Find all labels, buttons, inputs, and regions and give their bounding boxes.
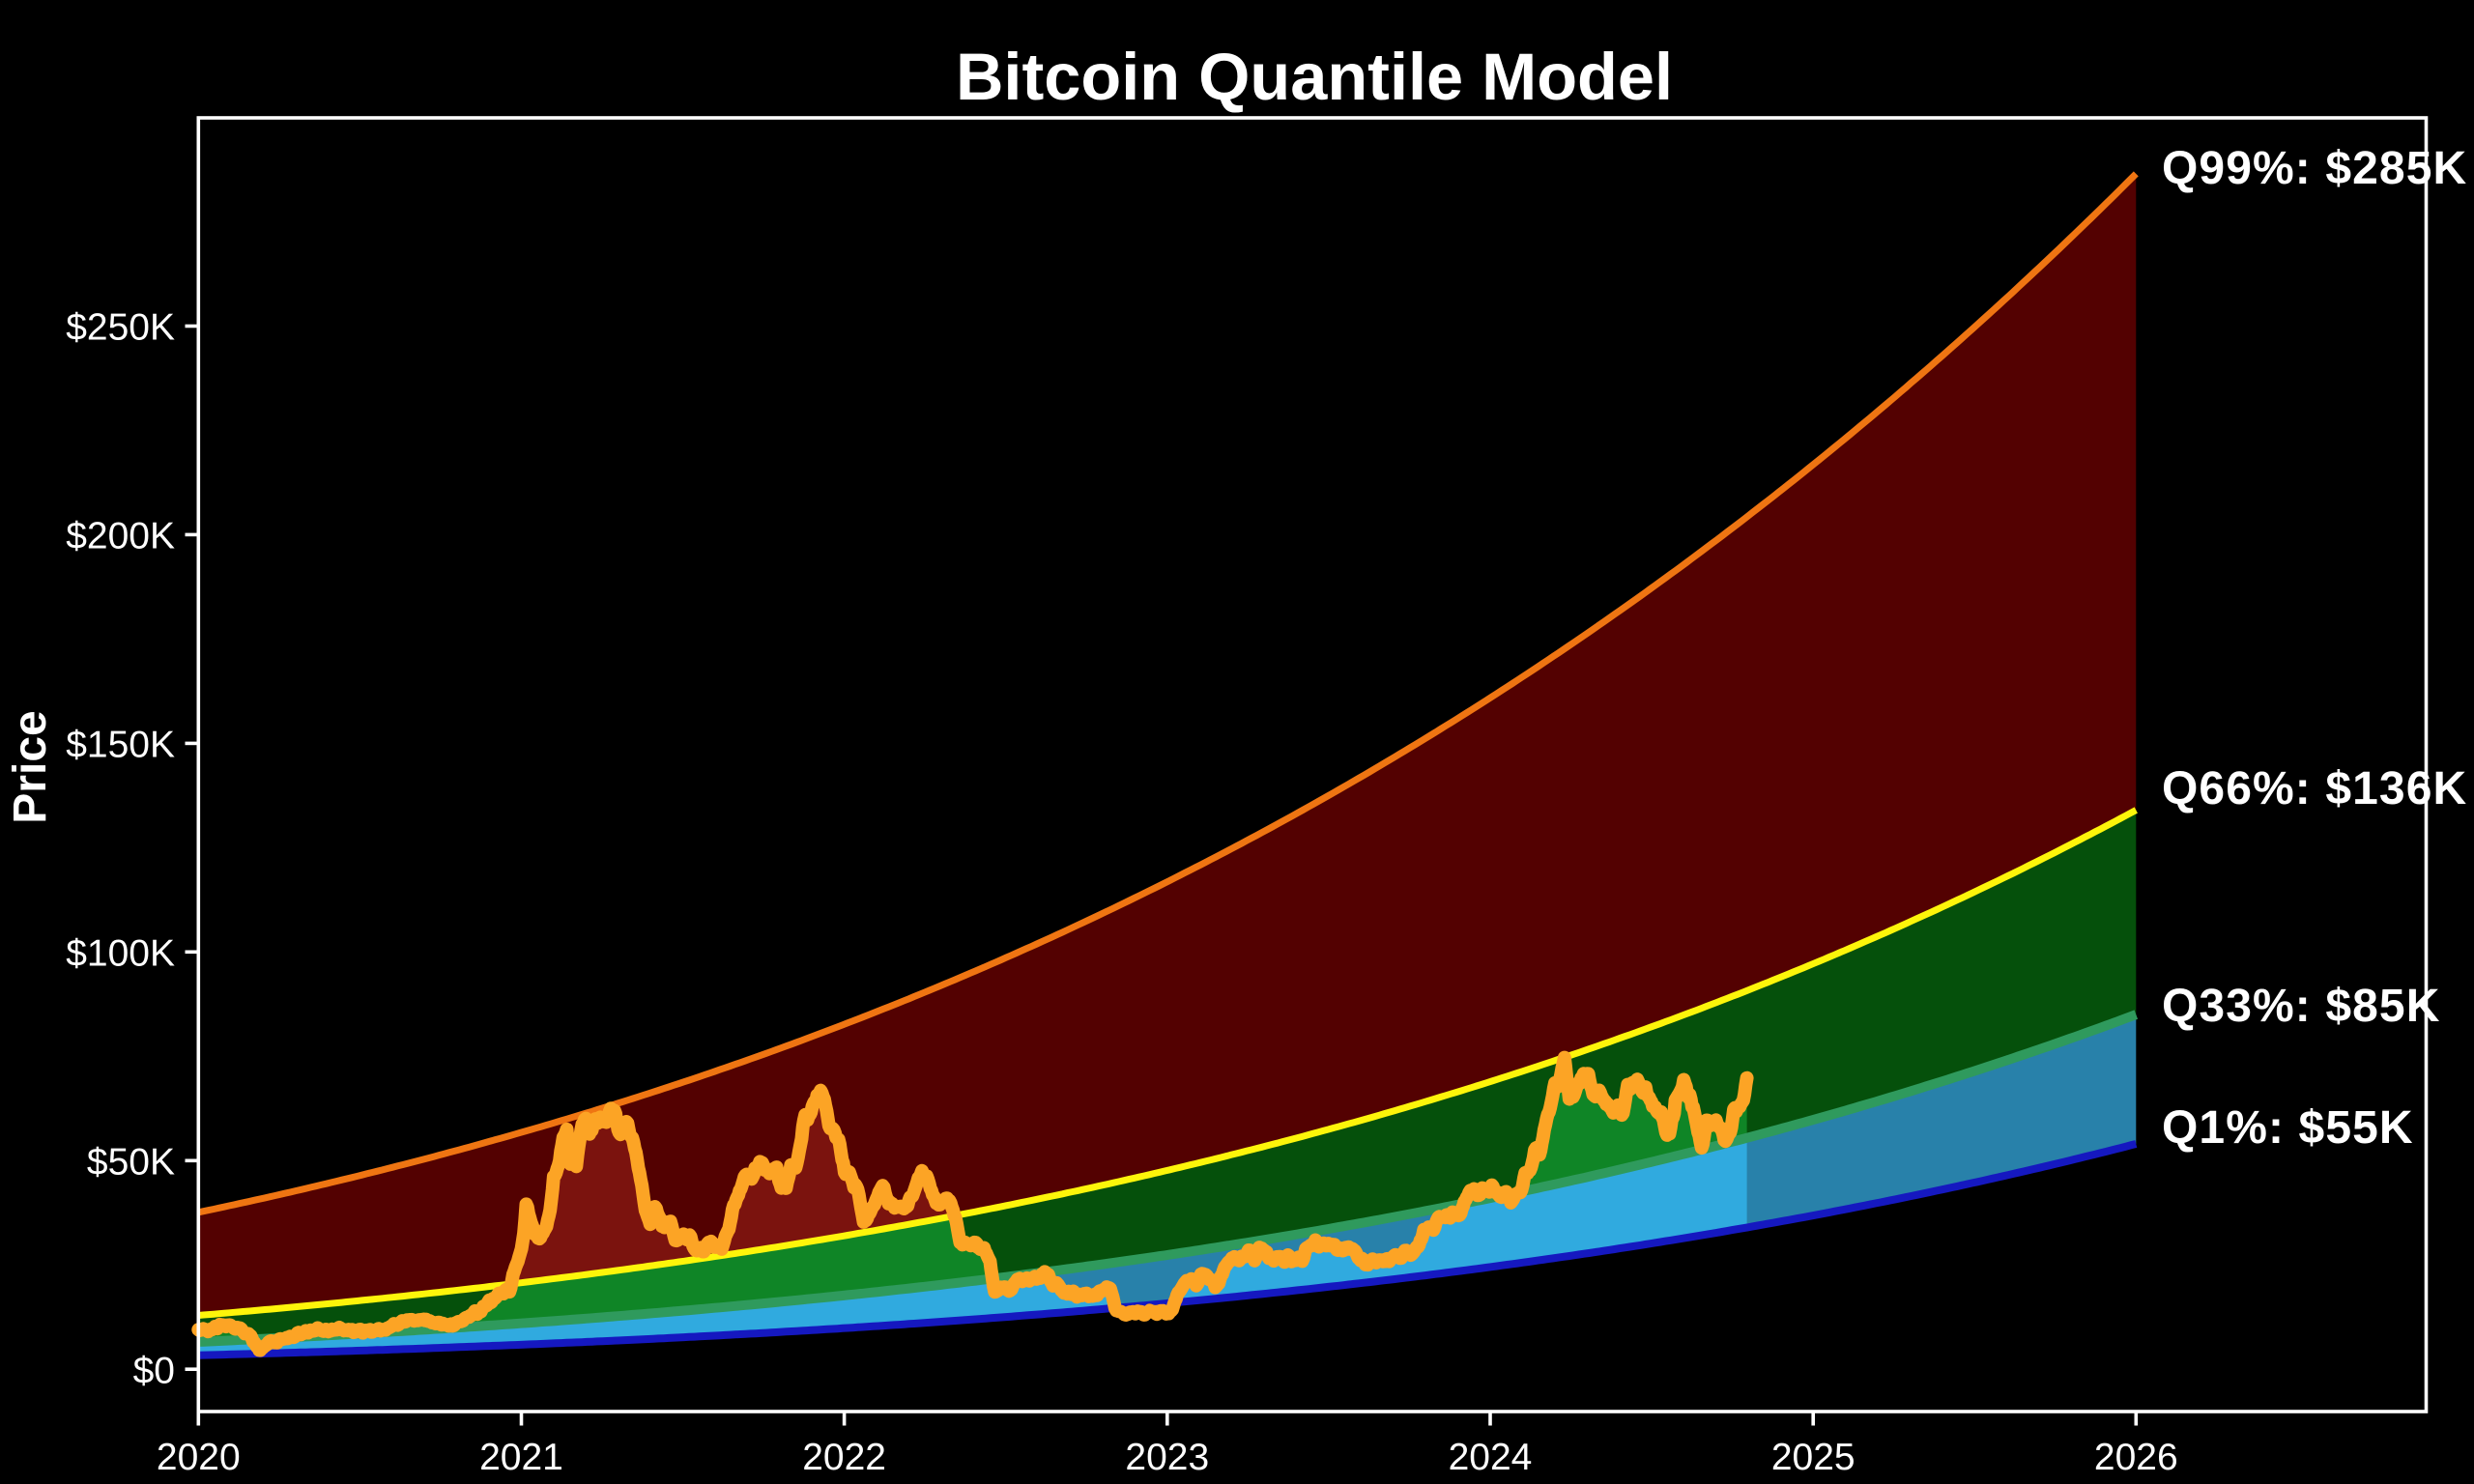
svg-text:Bitcoin Quantile Model: Bitcoin Quantile Model: [956, 40, 1673, 114]
svg-text:2022: 2022: [802, 1437, 886, 1478]
svg-text:Q1%: $55K: Q1%: $55K: [2162, 1102, 2414, 1154]
svg-text:Price: Price: [5, 710, 56, 823]
svg-text:$50K: $50K: [87, 1142, 175, 1184]
svg-text:2024: 2024: [1449, 1437, 1533, 1478]
svg-text:Q99%: $285K: Q99%: $285K: [2162, 143, 2467, 194]
svg-text:$150K: $150K: [66, 725, 175, 766]
svg-text:Q33%: $85K: Q33%: $85K: [2162, 981, 2440, 1032]
svg-text:2025: 2025: [1771, 1437, 1856, 1478]
svg-text:Q66%: $136K: Q66%: $136K: [2162, 763, 2467, 814]
svg-text:$0: $0: [133, 1350, 175, 1391]
svg-text:2020: 2020: [157, 1437, 241, 1478]
svg-text:2026: 2026: [2094, 1437, 2178, 1478]
svg-text:$100K: $100K: [66, 933, 175, 975]
svg-text:$200K: $200K: [66, 516, 175, 557]
svg-text:$250K: $250K: [66, 307, 175, 349]
svg-text:2023: 2023: [1125, 1437, 1209, 1478]
svg-text:2021: 2021: [479, 1437, 563, 1478]
